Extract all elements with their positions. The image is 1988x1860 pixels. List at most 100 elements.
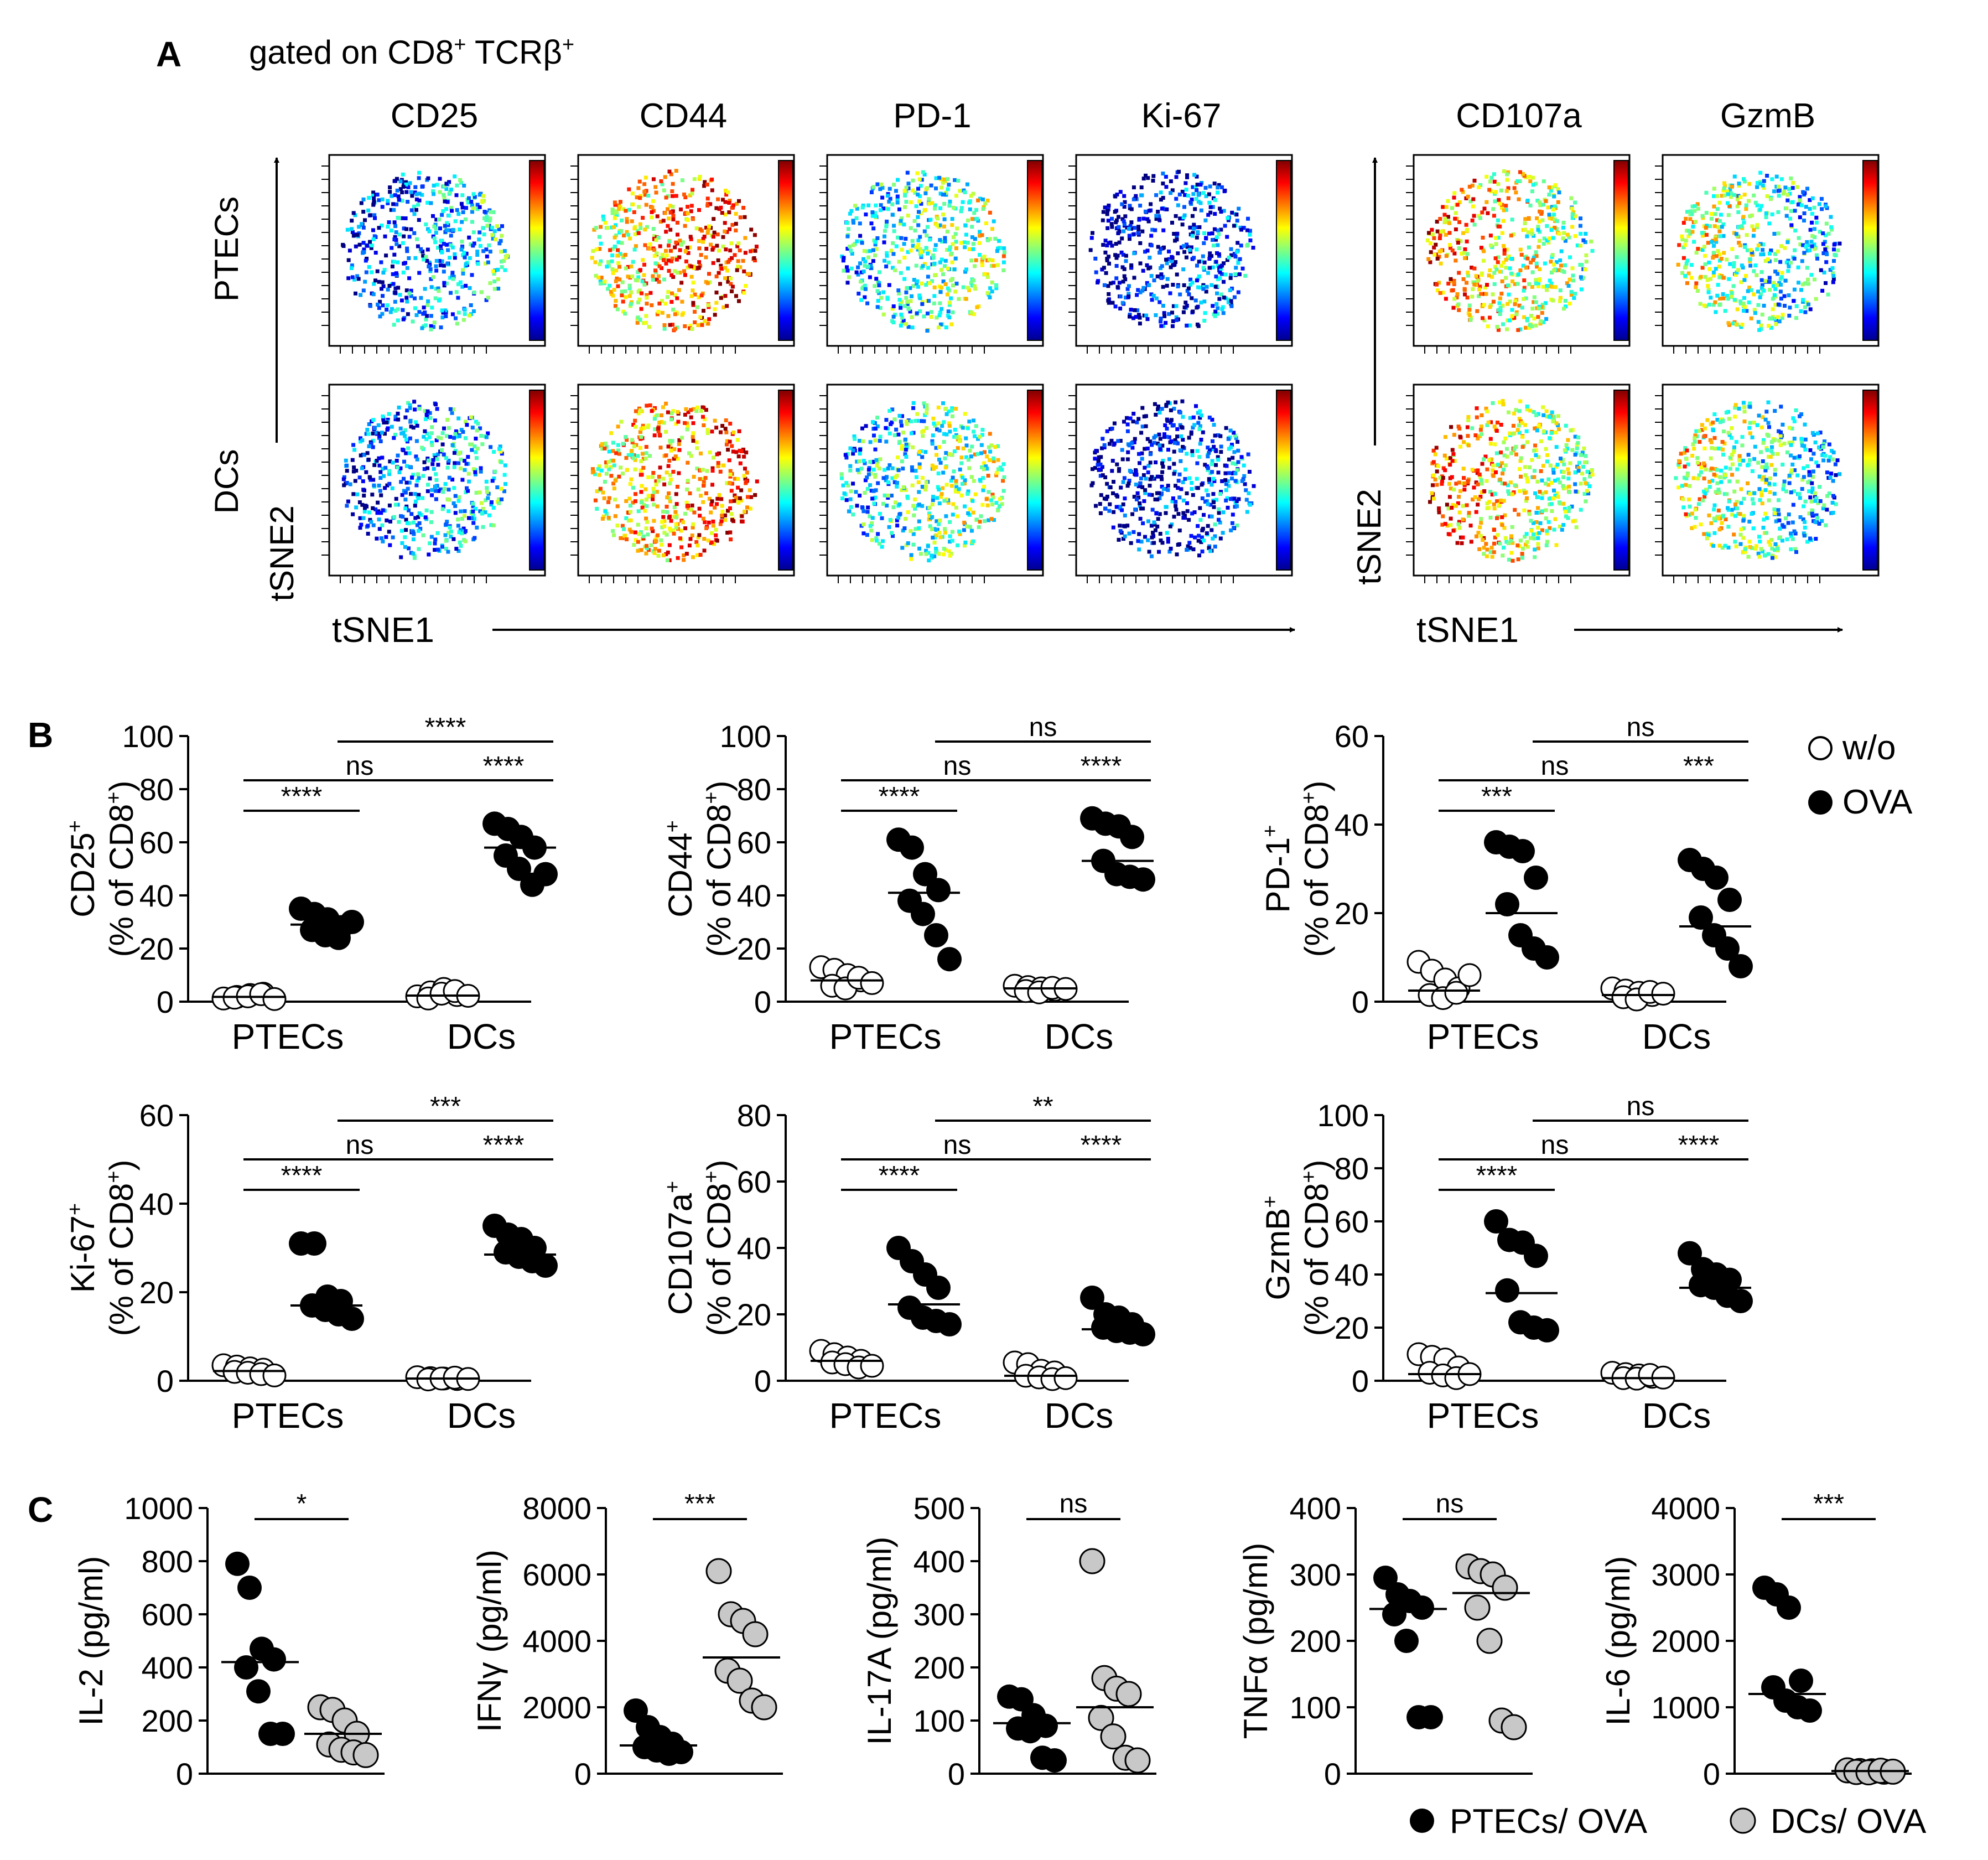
- tsne-point: [857, 439, 861, 443]
- tsne-point: [848, 468, 853, 473]
- tsne-point: [937, 313, 942, 318]
- tsne-point: [630, 449, 634, 453]
- tsne-point: [1148, 256, 1152, 260]
- tsne-point: [1222, 296, 1226, 300]
- tsne-point: [446, 550, 450, 554]
- tsne-point: [359, 293, 363, 297]
- tsne-point: [404, 182, 408, 186]
- tsne-point: [503, 268, 507, 272]
- tsne-point: [1216, 243, 1220, 247]
- tsne-point: [725, 531, 730, 535]
- tsne-point: [603, 221, 608, 225]
- tsne-point: [459, 201, 464, 206]
- tsne-point: [1183, 514, 1187, 518]
- tsne-point: [1199, 438, 1203, 442]
- tsne-point: [905, 170, 910, 175]
- tsne-point: [1136, 231, 1140, 235]
- tsne-point: [1161, 196, 1165, 200]
- tsne-point: [710, 469, 715, 473]
- tsne-point: [917, 526, 921, 530]
- tsne-point: [492, 287, 497, 291]
- tsne-point: [715, 502, 719, 506]
- tsne-point: [926, 551, 931, 555]
- tsne-point: [917, 546, 922, 551]
- tsne-point: [855, 468, 860, 472]
- tsne-point: [954, 435, 959, 439]
- tsne-point: [727, 201, 731, 205]
- tsne-point: [718, 522, 723, 526]
- tsne-point: [1115, 285, 1120, 289]
- tsne-point: [736, 259, 740, 263]
- tsne-point: [1491, 299, 1496, 304]
- tsne-point: [629, 530, 634, 534]
- tsne-point: [1124, 259, 1128, 263]
- tsne-point: [1547, 213, 1551, 217]
- tsne-point: [1457, 308, 1461, 312]
- tsne-point: [409, 288, 413, 293]
- tsne-point: [698, 514, 702, 518]
- tsne-point: [897, 512, 902, 517]
- tsne-point: [948, 540, 952, 544]
- tsne-point: [1216, 306, 1220, 310]
- tsne-point: [866, 203, 871, 208]
- tsne-point: [1181, 516, 1186, 520]
- tsne-point: [904, 200, 909, 204]
- tsne-point: [1502, 243, 1506, 248]
- tsne-point: [387, 472, 392, 476]
- tsne-point: [612, 288, 616, 292]
- tsne-point: [985, 503, 990, 507]
- tsne-point: [616, 284, 620, 288]
- tsne-point: [417, 176, 421, 180]
- tsne-point: [1214, 463, 1218, 467]
- tsne-point: [1485, 283, 1489, 287]
- tsne-point: [949, 278, 953, 283]
- tsne-point: [675, 485, 679, 489]
- tsne-point: [1187, 517, 1191, 522]
- tsne-point: [452, 486, 456, 490]
- tsne-point: [1438, 232, 1442, 237]
- tsne-point: [956, 490, 961, 494]
- tsne-point: [932, 285, 937, 289]
- tsne-point: [1238, 257, 1242, 261]
- tsne-point: [845, 265, 849, 270]
- tsne-point: [1110, 426, 1114, 431]
- tsne-point: [724, 418, 728, 422]
- tsne-point: [931, 535, 935, 540]
- tsne-point: [1538, 209, 1542, 214]
- tsne-point: [1107, 442, 1112, 446]
- tsne-point: [1196, 199, 1201, 204]
- tsne-point: [444, 187, 449, 191]
- tsne-point: [458, 450, 462, 455]
- tsne-point: [873, 427, 878, 431]
- tsne-point: [669, 273, 674, 277]
- gate-label: gated on CD8+ TCRβ+: [249, 33, 574, 71]
- tsne-point: [1131, 232, 1136, 236]
- tsne-point: [990, 280, 994, 284]
- tsne-point: [1197, 455, 1202, 459]
- tsne-point: [686, 265, 690, 270]
- tsne-point: [652, 502, 656, 507]
- tsne-point: [1097, 467, 1102, 472]
- tsne-point: [477, 237, 481, 242]
- tsne-point: [448, 435, 453, 439]
- tsne-point: [841, 258, 845, 263]
- tsne-point: [1131, 419, 1135, 424]
- tsne-point: [1550, 253, 1555, 257]
- tsne-point: [1512, 315, 1517, 320]
- tsne-point: [1506, 283, 1510, 288]
- tsne-point: [996, 508, 1000, 512]
- tsne-point: [937, 428, 942, 433]
- tsne-point: [929, 315, 933, 319]
- tsne-point: [680, 313, 684, 317]
- tsne-point: [391, 202, 396, 206]
- tsne-point: [736, 477, 740, 481]
- tsne-point: [1203, 463, 1207, 467]
- tsne-point: [393, 502, 398, 507]
- tsne-point: [966, 426, 970, 431]
- tsne-point: [638, 318, 642, 322]
- tsne-point: [504, 256, 508, 260]
- tsne-point: [1452, 297, 1457, 301]
- tsne-point: [890, 466, 895, 470]
- tsne-point: [666, 290, 671, 294]
- tsne-point: [883, 229, 887, 233]
